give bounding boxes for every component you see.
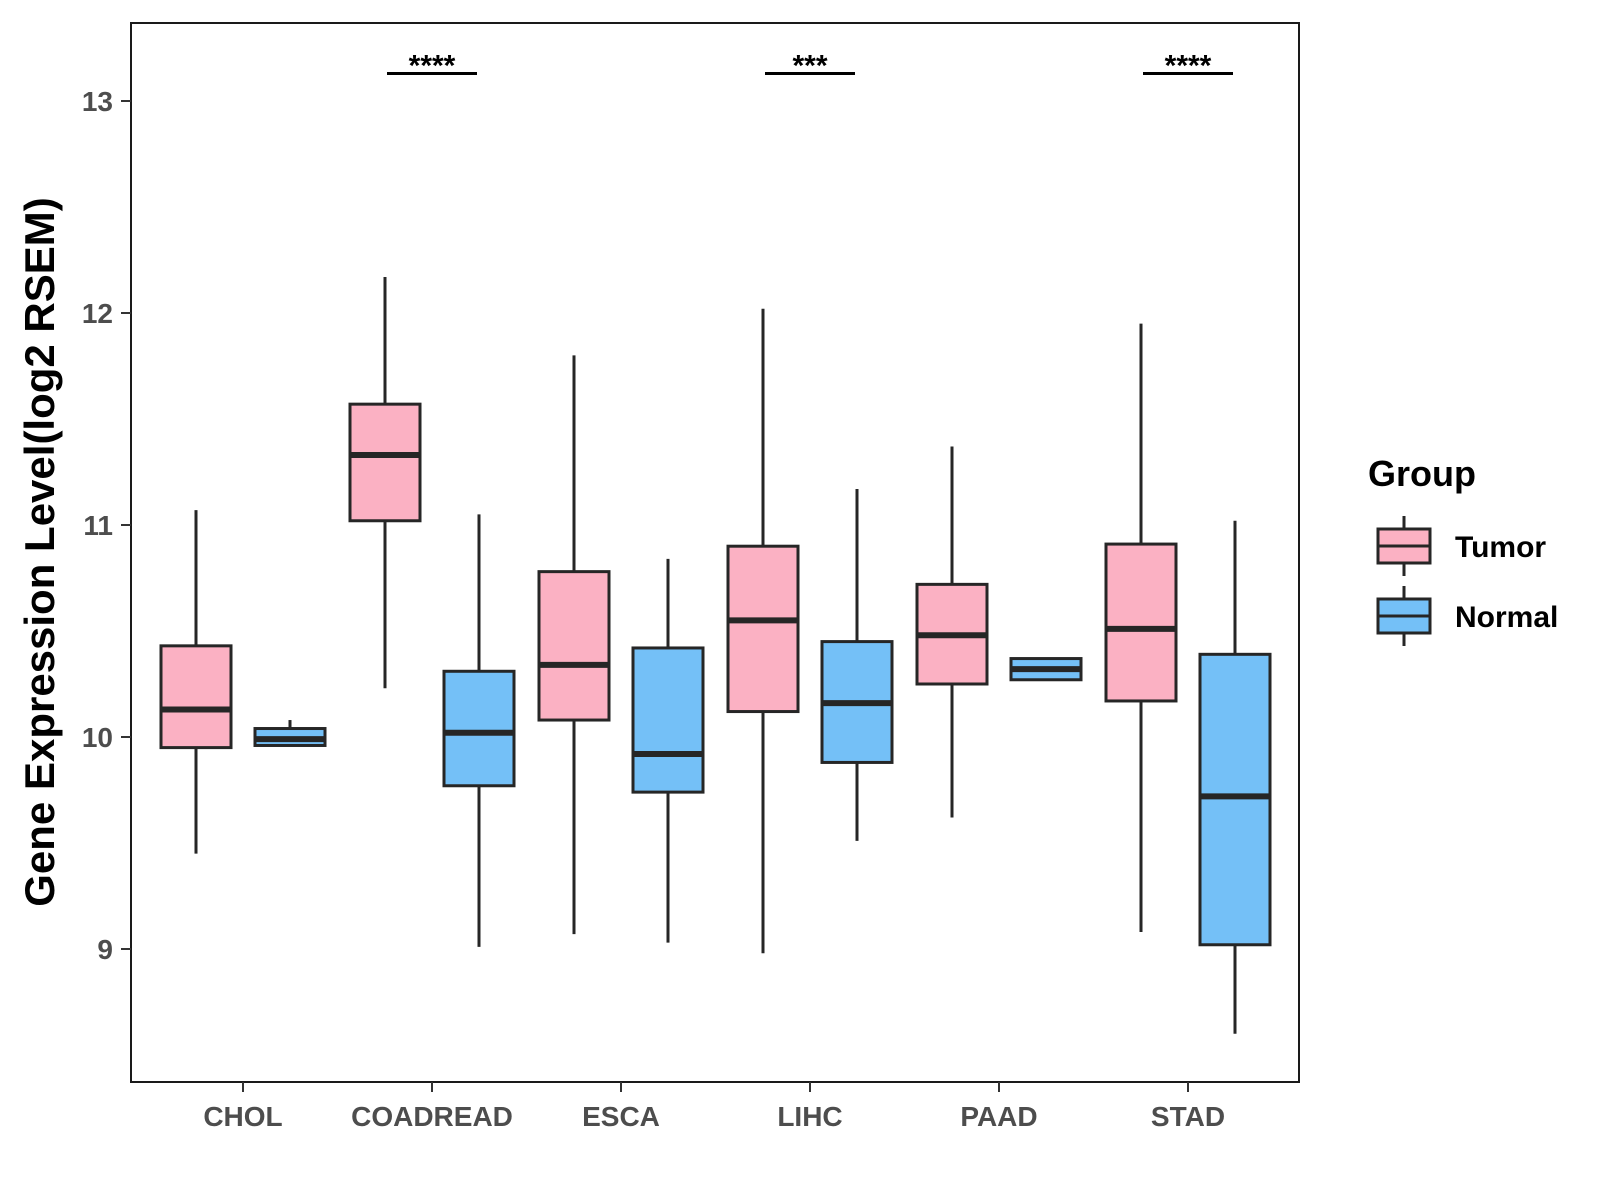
box-iqr: [348, 402, 422, 523]
y-axis: 9 10 11 12 13: [82, 86, 131, 965]
box-tumor-chol: [159, 510, 233, 854]
y-tick-label: 10: [82, 722, 113, 753]
box-normal-stad: [1198, 520, 1272, 1034]
legend-label-normal: Normal: [1455, 601, 1558, 634]
box-iqr: [631, 646, 705, 794]
box-normal-esca: [631, 558, 705, 943]
y-tick-label: 13: [82, 86, 113, 117]
box-iqr: [442, 669, 516, 788]
significance-label: ****: [409, 49, 456, 82]
box-normal-paad: [1009, 657, 1083, 682]
legend: Group Tumor Normal: [1368, 453, 1558, 646]
legend-key-tumor: [1376, 516, 1432, 576]
x-tick-label: CHOL: [203, 1101, 282, 1132]
panel-background: [130, 22, 1300, 1083]
box-iqr: [1198, 652, 1272, 947]
box-tumor-paad: [915, 446, 989, 818]
box-iqr: [726, 544, 800, 714]
y-tick-label: 12: [82, 298, 113, 329]
x-axis: CHOL COADREAD ESCA LIHC PAAD STAD: [203, 1082, 1225, 1132]
x-tick-label: ESCA: [582, 1101, 660, 1132]
legend-key-normal: [1376, 586, 1432, 646]
legend-label-tumor: Tumor: [1455, 531, 1546, 564]
significance-label: ****: [1165, 49, 1212, 82]
box-tumor-coadread: [348, 276, 422, 689]
significance-annotations: **** *** ****: [387, 49, 1233, 82]
box-tumor-lihc: [726, 308, 800, 954]
box-normal-lihc: [820, 488, 894, 841]
boxes: [159, 276, 1272, 1034]
box-iqr: [537, 570, 611, 722]
box-tumor-esca: [537, 355, 611, 935]
x-tick-label: LIHC: [777, 1101, 842, 1132]
box-normal-coadread: [442, 514, 516, 947]
y-tick-label: 9: [97, 934, 113, 965]
box-tumor-stad: [1104, 323, 1178, 933]
y-axis-title: Gene Expression Level(log2 RSEM): [16, 197, 63, 907]
box-normal-chol: [253, 720, 327, 747]
significance-label: ***: [792, 49, 827, 82]
box-iqr: [159, 644, 233, 750]
y-tick-label: 11: [83, 510, 113, 541]
x-tick-label: COADREAD: [351, 1101, 513, 1132]
x-tick-label: PAAD: [960, 1101, 1037, 1132]
box-iqr: [1104, 542, 1178, 703]
x-tick-label: STAD: [1151, 1101, 1225, 1132]
legend-title: Group: [1368, 453, 1476, 494]
